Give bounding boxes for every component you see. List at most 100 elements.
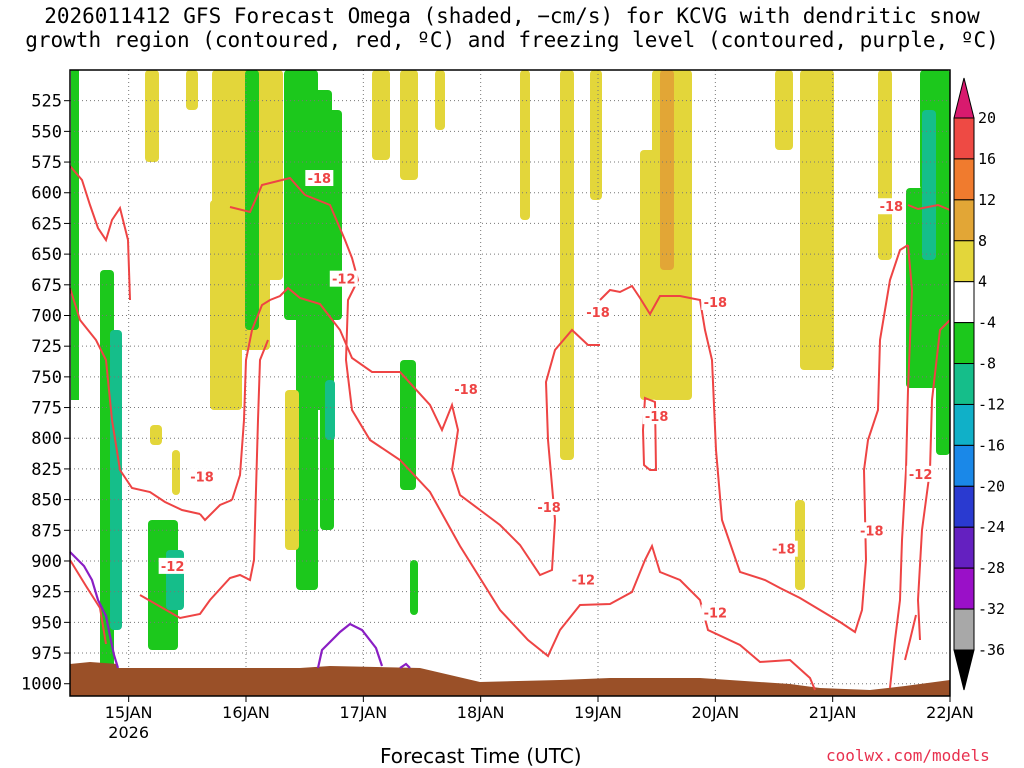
y-tick-label: 525 xyxy=(31,92,62,112)
contour-label: -18 xyxy=(308,172,332,187)
colorbar-segment xyxy=(953,363,975,405)
colorbar-segment xyxy=(953,526,975,569)
contour-label-bg xyxy=(857,522,886,539)
colorbar-label: -36 xyxy=(978,641,1005,659)
y-tick-label: 900 xyxy=(31,552,62,572)
contour-label-bg xyxy=(584,303,612,320)
colorbar-bottom-triangle xyxy=(953,649,975,691)
contour-label-bg xyxy=(329,270,358,287)
credit-link[interactable]: coolwx.com/models xyxy=(826,746,990,765)
y-tick-label: 625 xyxy=(31,214,62,234)
y-tick-label: 1000 xyxy=(21,675,62,695)
y-tick-label: 575 xyxy=(31,153,62,173)
y-tick-label: 850 xyxy=(31,491,62,511)
x-tick-label: 20JAN xyxy=(691,703,739,722)
colorbar-segment xyxy=(953,199,975,242)
contour-label: -12 xyxy=(332,273,356,288)
plot-frame xyxy=(69,69,951,697)
colorbar-label: 4 xyxy=(978,273,987,291)
colorbar-segment xyxy=(953,608,975,651)
y-tick-label: 825 xyxy=(31,460,62,480)
chart-title: 2026011412 GFS Forecast Omega (shaded, −… xyxy=(25,4,999,52)
colorbar-label: 20 xyxy=(978,109,996,127)
contour-label-bg xyxy=(305,170,334,187)
y-tick-label: 600 xyxy=(31,184,62,204)
contour-label: -12 xyxy=(909,468,933,483)
omega-shading xyxy=(71,70,950,670)
colorbar-segment xyxy=(953,281,975,324)
colorbar-label: -28 xyxy=(978,559,1005,577)
colorbar-label: -8 xyxy=(978,355,996,373)
y-axis-ticks: 525 550 575 600 625 650 675 700 725 750 775 800 825 8… xyxy=(21,92,70,695)
contour-label-bg xyxy=(569,571,598,588)
contour-labels: -18 -12 -18 -12 -18 -18 -12 -18 -18 -18 -12 -18 -18 -… xyxy=(158,170,935,622)
y-tick-label: 725 xyxy=(31,337,62,357)
colorbar-segment xyxy=(953,567,975,610)
colorbar-segment xyxy=(953,240,975,283)
y-tick-label: 800 xyxy=(31,429,62,449)
x-tick-label: 15JAN xyxy=(105,703,153,722)
contour-label-bg xyxy=(158,557,187,574)
colorbar-segment xyxy=(953,117,975,160)
contour-label: -18 xyxy=(454,383,478,398)
contour-label-bg xyxy=(877,198,906,215)
colorbar-label: -16 xyxy=(978,436,1005,454)
terrain-fill xyxy=(70,662,950,696)
contour-label: -18 xyxy=(190,470,214,485)
colorbar-segment xyxy=(953,485,975,528)
x-tick-label: 16JAN xyxy=(222,703,270,722)
colorbar-label: -20 xyxy=(978,477,1005,495)
x-tick-label: 19JAN xyxy=(574,703,622,722)
contour-label-bg xyxy=(642,408,671,425)
colorbar-label: -12 xyxy=(978,395,1005,413)
contour-lines xyxy=(69,165,951,691)
y-tick-label: 950 xyxy=(31,613,62,633)
contour-label: -18 xyxy=(537,501,561,516)
x-axis-label: Forecast Time (UTC) xyxy=(380,744,582,768)
contour-label-bg xyxy=(769,540,798,557)
contour-label: -18 xyxy=(704,296,728,311)
colorbar: 20 16 12 8 4 -4 -8 -12 -16 -20 -24 -28 -32 -36 xyxy=(953,77,1005,691)
y-tick-label: 750 xyxy=(31,368,62,388)
y-tick-label: 975 xyxy=(31,644,62,664)
colorbar-label: -4 xyxy=(978,314,996,332)
y-tick-label: 675 xyxy=(31,276,62,296)
x-tick-label: 21JAN xyxy=(809,703,857,722)
contour-label: -18 xyxy=(586,306,610,321)
contour-label: -18 xyxy=(772,543,796,558)
x-tick-label: 22JAN xyxy=(926,703,974,722)
colorbar-segment xyxy=(953,444,975,487)
colorbar-segment xyxy=(953,403,975,446)
colorbar-segment xyxy=(953,322,975,365)
y-tick-label: 700 xyxy=(31,306,62,326)
contour-label-bg xyxy=(906,465,935,482)
colorbar-label: 12 xyxy=(978,191,996,209)
contour-label-bg xyxy=(701,293,730,310)
x-year-label: 2026 xyxy=(108,723,149,742)
colorbar-label: -32 xyxy=(978,600,1005,618)
x-axis-ticks: 15JAN 16JAN 17JAN 18JAN 19JAN 20JAN 21JAN 22JAN… xyxy=(105,696,974,742)
colorbar-label: 16 xyxy=(978,150,996,168)
colorbar-label: -24 xyxy=(978,518,1005,536)
colorbar-segment xyxy=(953,158,975,201)
contour-label: -12 xyxy=(161,560,185,575)
y-tick-label: 650 xyxy=(31,245,62,265)
colorbar-label: 8 xyxy=(978,232,987,250)
contour-label: -18 xyxy=(645,410,669,425)
contour-label-bg xyxy=(452,381,480,398)
contour-label-bg xyxy=(701,604,730,621)
contour-label: -18 xyxy=(860,524,884,539)
x-tick-label: 17JAN xyxy=(339,703,387,722)
y-tick-label: 875 xyxy=(31,521,62,541)
y-tick-label: 550 xyxy=(31,122,62,142)
y-tick-label: 925 xyxy=(31,583,62,603)
contour-label: -12 xyxy=(572,573,596,588)
y-tick-label: 775 xyxy=(31,399,62,419)
colorbar-top-triangle xyxy=(953,77,975,119)
contour-label: -12 xyxy=(704,607,728,622)
contour-label-bg xyxy=(535,498,564,515)
contour-label: -18 xyxy=(880,200,904,215)
contour-label-bg xyxy=(188,468,216,485)
x-tick-label: 18JAN xyxy=(457,703,505,722)
